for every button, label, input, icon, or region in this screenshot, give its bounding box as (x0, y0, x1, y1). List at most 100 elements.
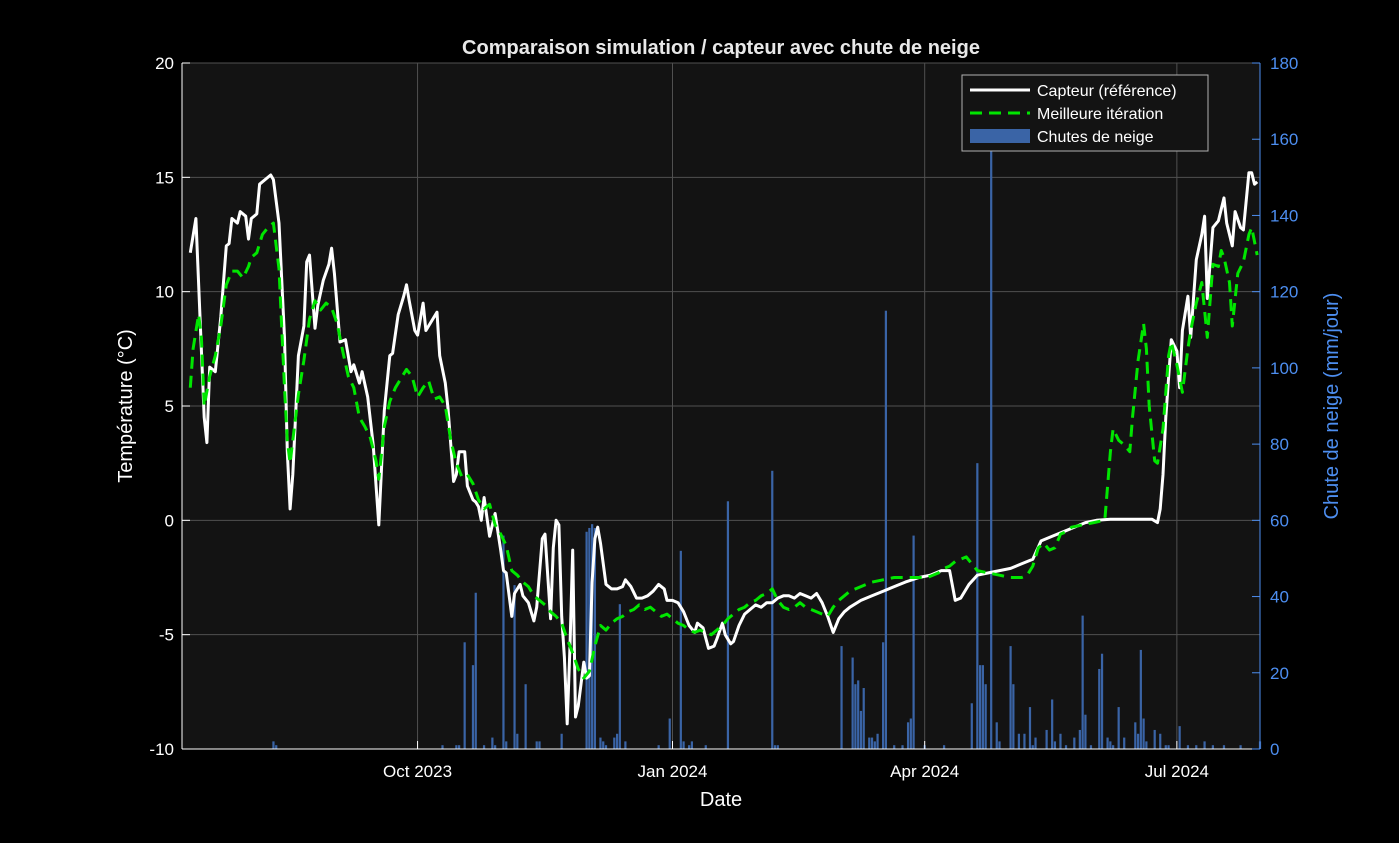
snowfall-bar (604, 745, 608, 749)
snowfall-bar (591, 524, 594, 749)
snowfall-bar (1211, 745, 1214, 749)
snowfall-bar (1051, 699, 1054, 749)
snowfall-bar (868, 737, 871, 749)
y-tick-label: -10 (149, 740, 174, 759)
snowfall-bar (1012, 684, 1015, 749)
snowfall-bar (1053, 741, 1057, 749)
snowfall-bar (1139, 649, 1142, 749)
snowfall-bar (471, 665, 475, 749)
snowfall-bar (1059, 733, 1062, 749)
y-tick-label: 15 (155, 168, 174, 187)
snowfall-bar (535, 741, 538, 749)
snowfall-bar (1073, 737, 1076, 749)
snowfall-bar (870, 737, 874, 749)
snowfall-bar (272, 741, 275, 749)
snowfall-bar (585, 531, 588, 749)
snowfall-bar (726, 501, 730, 749)
chart-title: Comparaison simulation / capteur avec ch… (462, 37, 980, 59)
snowfall-bar (690, 741, 694, 749)
snowfall-bar (1098, 668, 1101, 749)
snowfall-bar (978, 665, 982, 749)
snowfall-bar (1031, 745, 1034, 749)
snowfall-bar (615, 733, 619, 749)
series-capteur-line (188, 171, 1259, 726)
snowfall-bar (1081, 615, 1084, 749)
snowfall-bar (657, 745, 660, 749)
y-right-tick-label: 160 (1270, 130, 1298, 149)
snowfall-bar (893, 745, 896, 749)
snowfall-bar (1009, 646, 1012, 749)
snowfall-bar (1134, 722, 1137, 749)
tick-labels: 20 15 10 5 0 -5 -10 180 160 140 120 100 80 60 40 20 0 Oct… (149, 54, 1298, 781)
snowfall-bar (851, 657, 854, 749)
snowfall-bar (463, 642, 466, 749)
snowfall-bar (682, 741, 685, 749)
snowfall-bar (491, 737, 494, 749)
snowfall-bar (1239, 745, 1242, 749)
y-axis-label: Température (°C) (115, 329, 137, 483)
snowfall-bar (1064, 745, 1068, 749)
series-lines (188, 171, 1259, 726)
y-right-tick-label: 140 (1270, 206, 1298, 225)
y-right-tick-label: 0 (1270, 740, 1279, 759)
snowfall-bar (618, 604, 621, 749)
x-tick-label: Apr 2024 (890, 762, 959, 781)
snowfall-bar (1142, 718, 1145, 749)
legend-entry-simulation: Meilleure itération (1037, 106, 1163, 123)
snowfall-bar (1123, 737, 1126, 749)
snowfall-bar (1153, 729, 1156, 749)
legend: Capteur (référence) Meilleure itération … (961, 74, 1209, 152)
snowfall-bar (976, 463, 979, 749)
snowfall-bar (1186, 745, 1190, 749)
legend-swatch-snowfall (970, 129, 1030, 143)
snowfall-bar (984, 684, 987, 749)
y-axis-right-label: Chute de neige (mm/jour) (1321, 293, 1343, 520)
y-tick-label: 0 (165, 511, 174, 530)
snowfall-bar (1028, 707, 1032, 749)
snowfall-bar (455, 745, 458, 749)
snowfall-bar (538, 741, 541, 749)
y-right-tick-label: 120 (1270, 283, 1298, 302)
snowfall-bar (990, 101, 993, 750)
x-axis-label: Date (700, 789, 742, 811)
snowfall-bar (909, 718, 912, 749)
snowfall-bar (513, 585, 516, 749)
y-right-tick-label: 180 (1270, 54, 1298, 73)
snowfall-bar (1222, 745, 1226, 749)
y-tick-label: -5 (159, 626, 174, 645)
snowfall-bar (882, 642, 885, 749)
snowfall-bar (857, 680, 860, 749)
snowfall-bar (884, 310, 887, 749)
y-tick-label: 5 (165, 397, 174, 416)
snowfall-bar (613, 737, 616, 749)
snowfall-bar (602, 741, 605, 749)
snowfall-bar (906, 722, 910, 749)
x-tick-label: Jul 2024 (1145, 762, 1209, 781)
snowfall-bar (773, 745, 777, 749)
snowfall-bar (1136, 733, 1140, 749)
snowfall-bar (862, 688, 865, 749)
snowfall-bar (1109, 741, 1112, 749)
snowfall-bar (502, 535, 505, 749)
series-simulation-line (188, 221, 1259, 680)
snowfall-bar (1023, 733, 1026, 749)
snowfall-bar (995, 722, 998, 749)
x-tick-label: Oct 2023 (383, 762, 452, 781)
snowfall-bar (1167, 745, 1170, 749)
snowfall-bar (593, 527, 597, 749)
snowfall-bar (1164, 745, 1167, 749)
snowfall-bar (776, 745, 779, 749)
snowfall-bar (560, 733, 563, 749)
snowfall-bar (873, 741, 876, 749)
snowfall-bar (1078, 729, 1081, 749)
snowfall-bar (1017, 733, 1021, 749)
snowfall-bar (1112, 745, 1115, 749)
snowfall-bar (275, 745, 278, 749)
snowfall-bar (668, 718, 671, 749)
snowfall-bar (1034, 737, 1037, 749)
snowfall-bar (516, 733, 519, 749)
y-right-tick-label: 60 (1270, 511, 1289, 530)
snowfall-bar (688, 745, 691, 749)
snowfall-bar (1106, 737, 1109, 749)
